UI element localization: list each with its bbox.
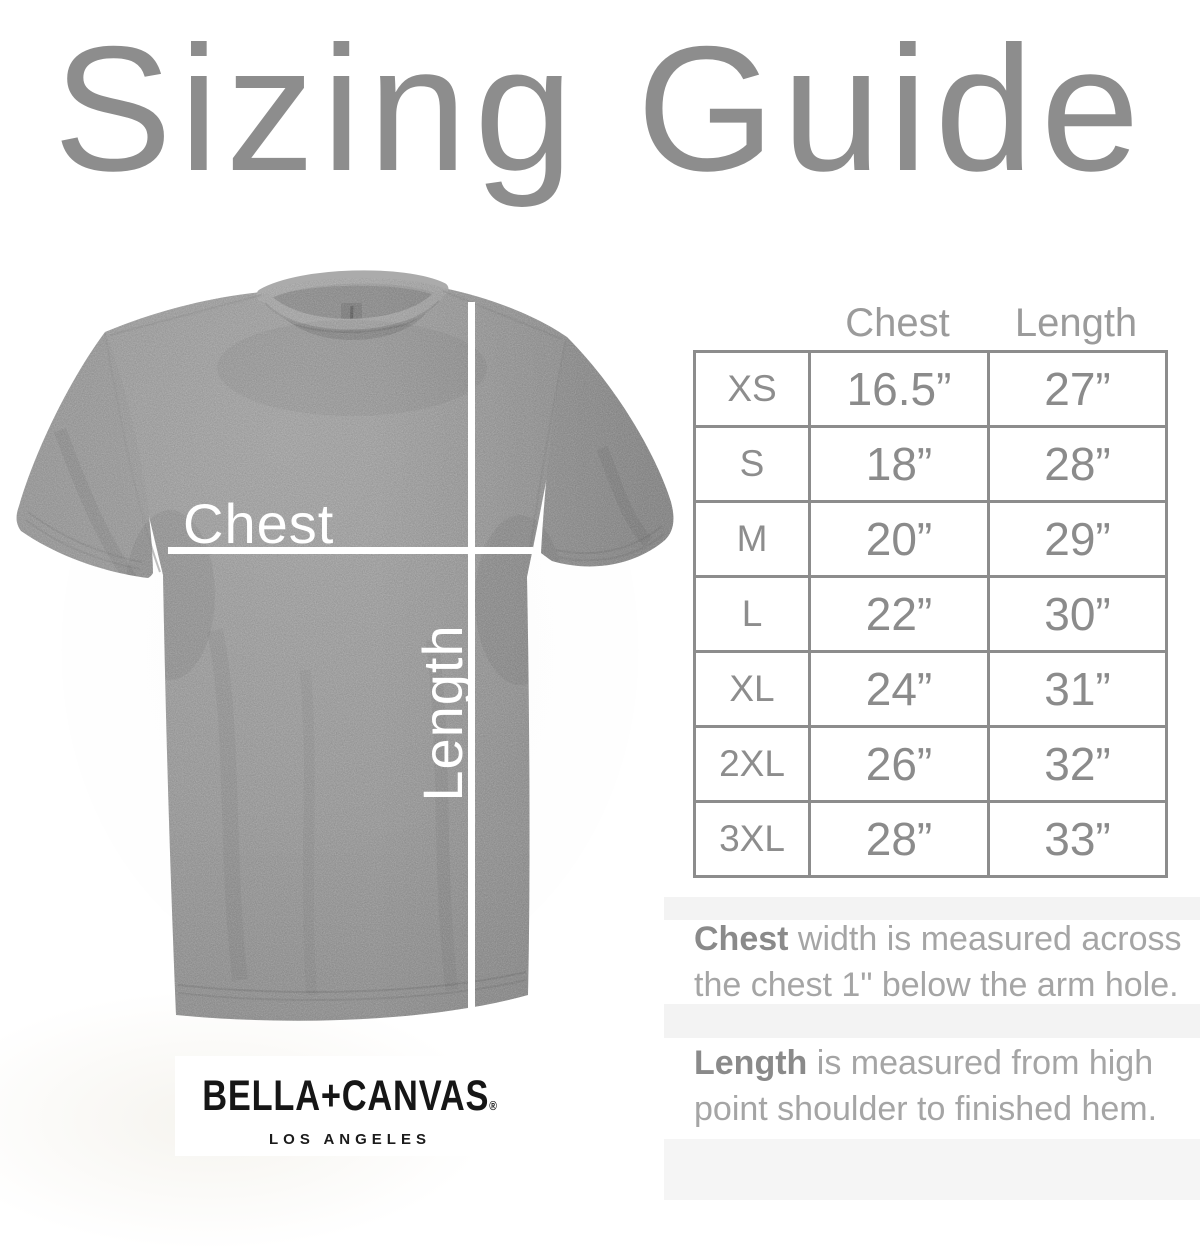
chest-measure-label: Chest xyxy=(183,492,335,555)
background-band xyxy=(664,897,1200,920)
chest-cell: 26” xyxy=(808,725,990,803)
length-cell: 33” xyxy=(987,800,1168,878)
length-cell: 31” xyxy=(987,650,1168,728)
note-chest-line2: the chest 1" below the arm hole. xyxy=(694,966,1179,1004)
size-table-row: 2XL 26” 32” xyxy=(693,725,1168,803)
background-band xyxy=(664,1139,1200,1200)
table-header-length: Length xyxy=(1014,301,1138,345)
size-table-grid: XS 16.5” 27” S 18” 28” M 20” 29” L 22” 30” XL 24” 31” 2… xyxy=(693,350,1168,878)
size-table-row: XL 24” 31” xyxy=(693,650,1168,728)
size-cell: S xyxy=(693,425,811,503)
note-length-line2: point shoulder to finished hem. xyxy=(694,1090,1158,1128)
size-table-row: L 22” 30” xyxy=(693,575,1168,653)
size-table-row: 3XL 28” 33” xyxy=(693,800,1168,878)
table-header-row: Chest Length xyxy=(693,300,1165,346)
chest-measure-line xyxy=(168,547,533,554)
note-chest-lead: Chest xyxy=(694,920,789,958)
tshirt-graphic xyxy=(16,270,674,1021)
size-table: XS 16.5” 27” S 18” 28” M 20” 29” L 22” 30” XL 24” 31” 2… xyxy=(693,350,1168,878)
note-length-lead: Length xyxy=(694,1044,808,1082)
table-header-chest: Chest xyxy=(845,301,950,345)
size-table-row: M 20” 29” xyxy=(693,500,1168,578)
page-title: Sizing Guide xyxy=(53,9,1147,208)
size-cell: XL xyxy=(693,650,811,728)
note-length: Length is measured from high point shoul… xyxy=(694,1040,1174,1132)
size-table-body: XS 16.5” 27” S 18” 28” M 20” 29” L 22” 30” XL 24” 31” 2… xyxy=(693,350,1168,878)
chest-cell: 24” xyxy=(808,650,990,728)
size-cell: 2XL xyxy=(693,725,811,803)
chest-cell: 18” xyxy=(808,425,990,503)
brand-city: LOS ANGELES xyxy=(269,1131,431,1148)
size-cell: M xyxy=(693,500,811,578)
logo-background xyxy=(175,1056,545,1156)
length-cell: 28” xyxy=(987,425,1168,503)
length-cell: 30” xyxy=(987,575,1168,653)
length-cell: 27” xyxy=(987,350,1168,428)
length-cell: 32” xyxy=(987,725,1168,803)
size-cell: XS xyxy=(693,350,811,428)
length-measure-line xyxy=(468,302,475,1017)
chest-cell: 22” xyxy=(808,575,990,653)
tshirt-photo xyxy=(0,250,680,1040)
size-table-row: S 18” 28” xyxy=(693,425,1168,503)
brand-name: BELLA+CANVAS® xyxy=(202,1072,498,1120)
registered-mark: ® xyxy=(489,1098,498,1113)
background-band xyxy=(664,1004,1200,1038)
length-cell: 29” xyxy=(987,500,1168,578)
brand-logo: BELLA+CANVAS® LOS ANGELES xyxy=(130,1074,570,1148)
note-chest-line1: Chest width is measured across xyxy=(694,920,1182,958)
chest-cell: 16.5” xyxy=(808,350,990,428)
note-chest: Chest width is measured across the chest… xyxy=(694,916,1182,1008)
size-cell: 3XL xyxy=(693,800,811,878)
size-cell: L xyxy=(693,575,811,653)
chest-cell: 20” xyxy=(808,500,990,578)
sizing-guide-page: { "title": "Sizing Guide", "shirt": { "c… xyxy=(0,9,1200,1250)
length-measure-label: Length xyxy=(411,624,474,802)
size-table-row: XS 16.5” 27” xyxy=(693,350,1168,428)
chest-cell: 28” xyxy=(808,800,990,878)
note-length-line1: Length is measured from high xyxy=(694,1044,1154,1082)
